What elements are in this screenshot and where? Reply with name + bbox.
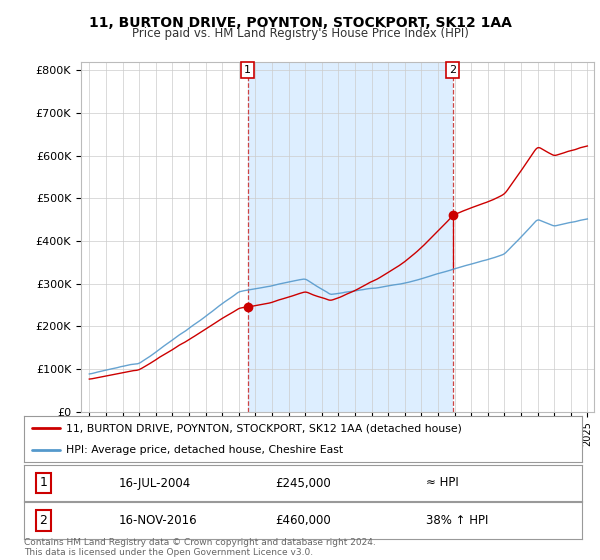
Text: Price paid vs. HM Land Registry's House Price Index (HPI): Price paid vs. HM Land Registry's House … — [131, 27, 469, 40]
Text: Contains HM Land Registry data © Crown copyright and database right 2024.
This d: Contains HM Land Registry data © Crown c… — [24, 538, 376, 557]
Text: 1: 1 — [244, 65, 251, 75]
Text: ≈ HPI: ≈ HPI — [426, 477, 458, 489]
Text: 16-NOV-2016: 16-NOV-2016 — [119, 514, 197, 527]
Text: 1: 1 — [40, 477, 47, 489]
Bar — [248, 62, 452, 412]
Text: 2: 2 — [40, 514, 47, 527]
Text: 2: 2 — [449, 65, 456, 75]
Text: 11, BURTON DRIVE, POYNTON, STOCKPORT, SK12 1AA (detached house): 11, BURTON DRIVE, POYNTON, STOCKPORT, SK… — [66, 423, 462, 433]
Text: 38% ↑ HPI: 38% ↑ HPI — [426, 514, 488, 527]
Text: £460,000: £460,000 — [275, 514, 331, 527]
Text: £245,000: £245,000 — [275, 477, 331, 489]
Text: 11, BURTON DRIVE, POYNTON, STOCKPORT, SK12 1AA: 11, BURTON DRIVE, POYNTON, STOCKPORT, SK… — [89, 16, 511, 30]
Text: HPI: Average price, detached house, Cheshire East: HPI: Average price, detached house, Ches… — [66, 445, 343, 455]
Text: 16-JUL-2004: 16-JUL-2004 — [119, 477, 191, 489]
